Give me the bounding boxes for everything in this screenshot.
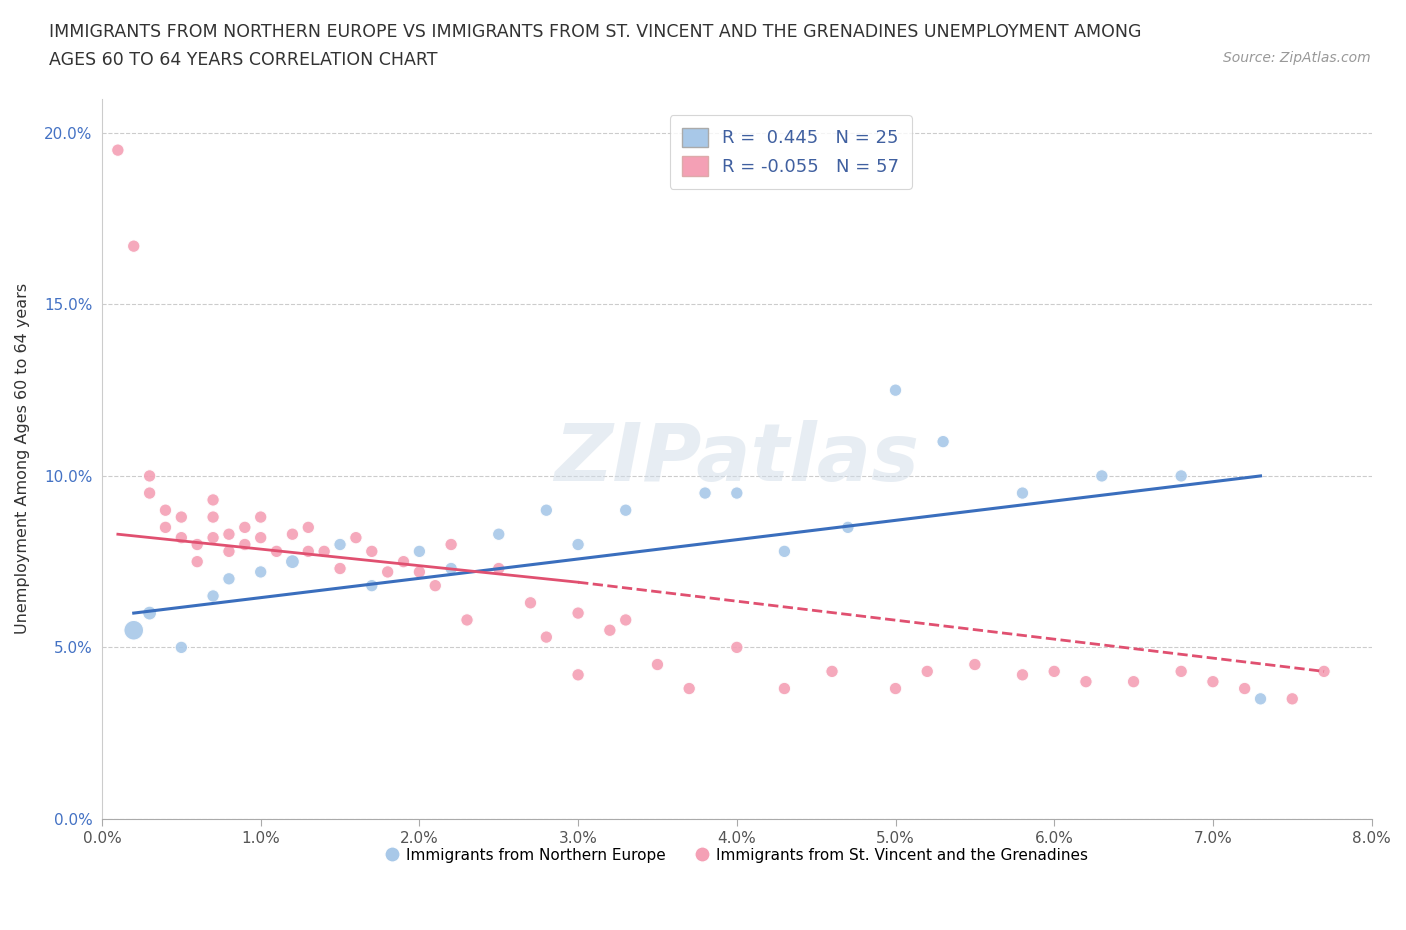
Point xyxy=(233,520,256,535)
Point xyxy=(932,434,955,449)
Point xyxy=(281,554,304,569)
Point xyxy=(884,383,907,398)
Point xyxy=(488,561,510,576)
Point xyxy=(202,510,225,525)
Text: IMMIGRANTS FROM NORTHERN EUROPE VS IMMIGRANTS FROM ST. VINCENT AND THE GRENADINE: IMMIGRANTS FROM NORTHERN EUROPE VS IMMIG… xyxy=(49,23,1142,41)
Point xyxy=(218,571,240,586)
Point xyxy=(647,658,669,672)
Point xyxy=(693,485,716,500)
Point xyxy=(567,537,589,551)
Point xyxy=(155,520,177,535)
Point xyxy=(344,530,367,545)
Point xyxy=(567,668,589,683)
Point xyxy=(1011,668,1033,683)
Point xyxy=(599,623,621,638)
Point xyxy=(773,544,796,559)
Point xyxy=(425,578,447,593)
Point xyxy=(1170,469,1192,484)
Text: Source: ZipAtlas.com: Source: ZipAtlas.com xyxy=(1223,51,1371,65)
Point xyxy=(170,640,193,655)
Point xyxy=(122,623,145,638)
Point xyxy=(725,640,748,655)
Point xyxy=(1313,664,1336,679)
Point xyxy=(249,530,271,545)
Point xyxy=(821,664,844,679)
Point xyxy=(329,561,352,576)
Point xyxy=(440,537,463,551)
Point xyxy=(138,605,160,620)
Point xyxy=(1091,469,1114,484)
Text: AGES 60 TO 64 YEARS CORRELATION CHART: AGES 60 TO 64 YEARS CORRELATION CHART xyxy=(49,51,437,69)
Point xyxy=(202,589,225,604)
Point xyxy=(122,239,145,254)
Legend: Immigrants from Northern Europe, Immigrants from St. Vincent and the Grenadines: Immigrants from Northern Europe, Immigra… xyxy=(380,842,1094,869)
Point xyxy=(155,503,177,518)
Point xyxy=(536,503,558,518)
Point xyxy=(392,554,415,569)
Point xyxy=(360,578,382,593)
Point xyxy=(963,658,986,672)
Point xyxy=(725,485,748,500)
Point xyxy=(218,544,240,559)
Point xyxy=(202,530,225,545)
Point xyxy=(408,544,430,559)
Point xyxy=(1043,664,1066,679)
Point xyxy=(186,537,208,551)
Point xyxy=(297,544,319,559)
Point xyxy=(614,503,637,518)
Point xyxy=(1281,691,1303,706)
Point xyxy=(186,554,208,569)
Point xyxy=(329,537,352,551)
Point xyxy=(837,520,859,535)
Point xyxy=(1122,674,1144,689)
Point xyxy=(456,613,478,628)
Point xyxy=(1011,485,1033,500)
Point xyxy=(170,510,193,525)
Point xyxy=(360,544,382,559)
Point xyxy=(138,485,160,500)
Point xyxy=(170,530,193,545)
Point xyxy=(281,526,304,541)
Point xyxy=(249,565,271,579)
Point xyxy=(915,664,938,679)
Text: ZIPatlas: ZIPatlas xyxy=(554,419,920,498)
Point xyxy=(536,630,558,644)
Point xyxy=(314,544,336,559)
Point xyxy=(1074,674,1097,689)
Point xyxy=(408,565,430,579)
Point xyxy=(1202,674,1225,689)
Point xyxy=(678,681,700,696)
Point xyxy=(614,613,637,628)
Point xyxy=(377,565,399,579)
Y-axis label: Unemployment Among Ages 60 to 64 years: Unemployment Among Ages 60 to 64 years xyxy=(15,284,30,634)
Point xyxy=(519,595,541,610)
Point xyxy=(488,526,510,541)
Point xyxy=(249,510,271,525)
Point xyxy=(218,526,240,541)
Point xyxy=(297,520,319,535)
Point xyxy=(1170,664,1192,679)
Point xyxy=(1250,691,1272,706)
Point xyxy=(233,537,256,551)
Point xyxy=(266,544,288,559)
Point xyxy=(884,681,907,696)
Point xyxy=(567,605,589,620)
Point xyxy=(1233,681,1256,696)
Point xyxy=(773,681,796,696)
Point xyxy=(138,469,160,484)
Point xyxy=(440,561,463,576)
Point xyxy=(107,142,129,157)
Point xyxy=(202,493,225,508)
